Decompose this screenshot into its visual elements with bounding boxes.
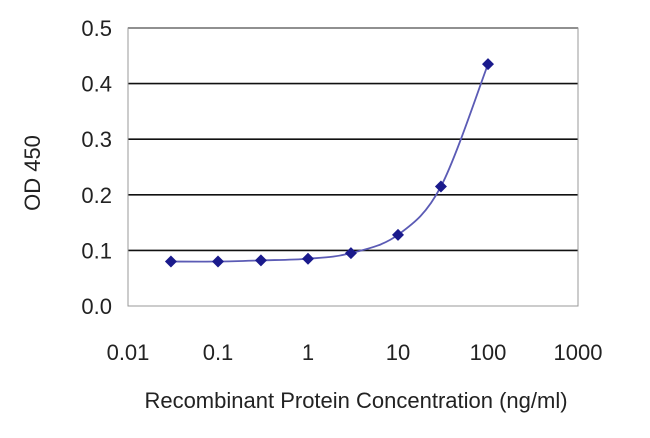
data-point (212, 255, 224, 268)
x-tick-label: 1 (302, 340, 314, 365)
data-point (344, 247, 357, 260)
y-tick-label: 0.1 (81, 238, 112, 263)
x-tick-label: 1000 (554, 340, 603, 365)
plot-frame (127, 27, 579, 307)
data-point (302, 252, 314, 265)
y-tick-label: 0.3 (81, 127, 112, 152)
data-point (254, 254, 267, 267)
y-tick-label: 0.0 (81, 294, 112, 319)
x-tick-label: 100 (470, 340, 507, 365)
x-tick-label: 0.01 (107, 340, 150, 365)
fitted-curve (170, 63, 489, 263)
y-tick-label: 0.2 (81, 183, 112, 208)
y-tick-label: 0.5 (81, 16, 112, 41)
x-tick-label: 0.1 (203, 340, 234, 365)
data-point (164, 255, 177, 268)
x-axis-title: Recombinant Protein Concentration (ng/ml… (144, 388, 567, 413)
data-point (482, 58, 494, 71)
data-point (392, 228, 404, 241)
y-tick-label: 0.4 (81, 72, 112, 97)
y-axis-title: OD 450 (20, 135, 45, 211)
x-tick-label: 10 (386, 340, 410, 365)
data-point (434, 180, 447, 193)
